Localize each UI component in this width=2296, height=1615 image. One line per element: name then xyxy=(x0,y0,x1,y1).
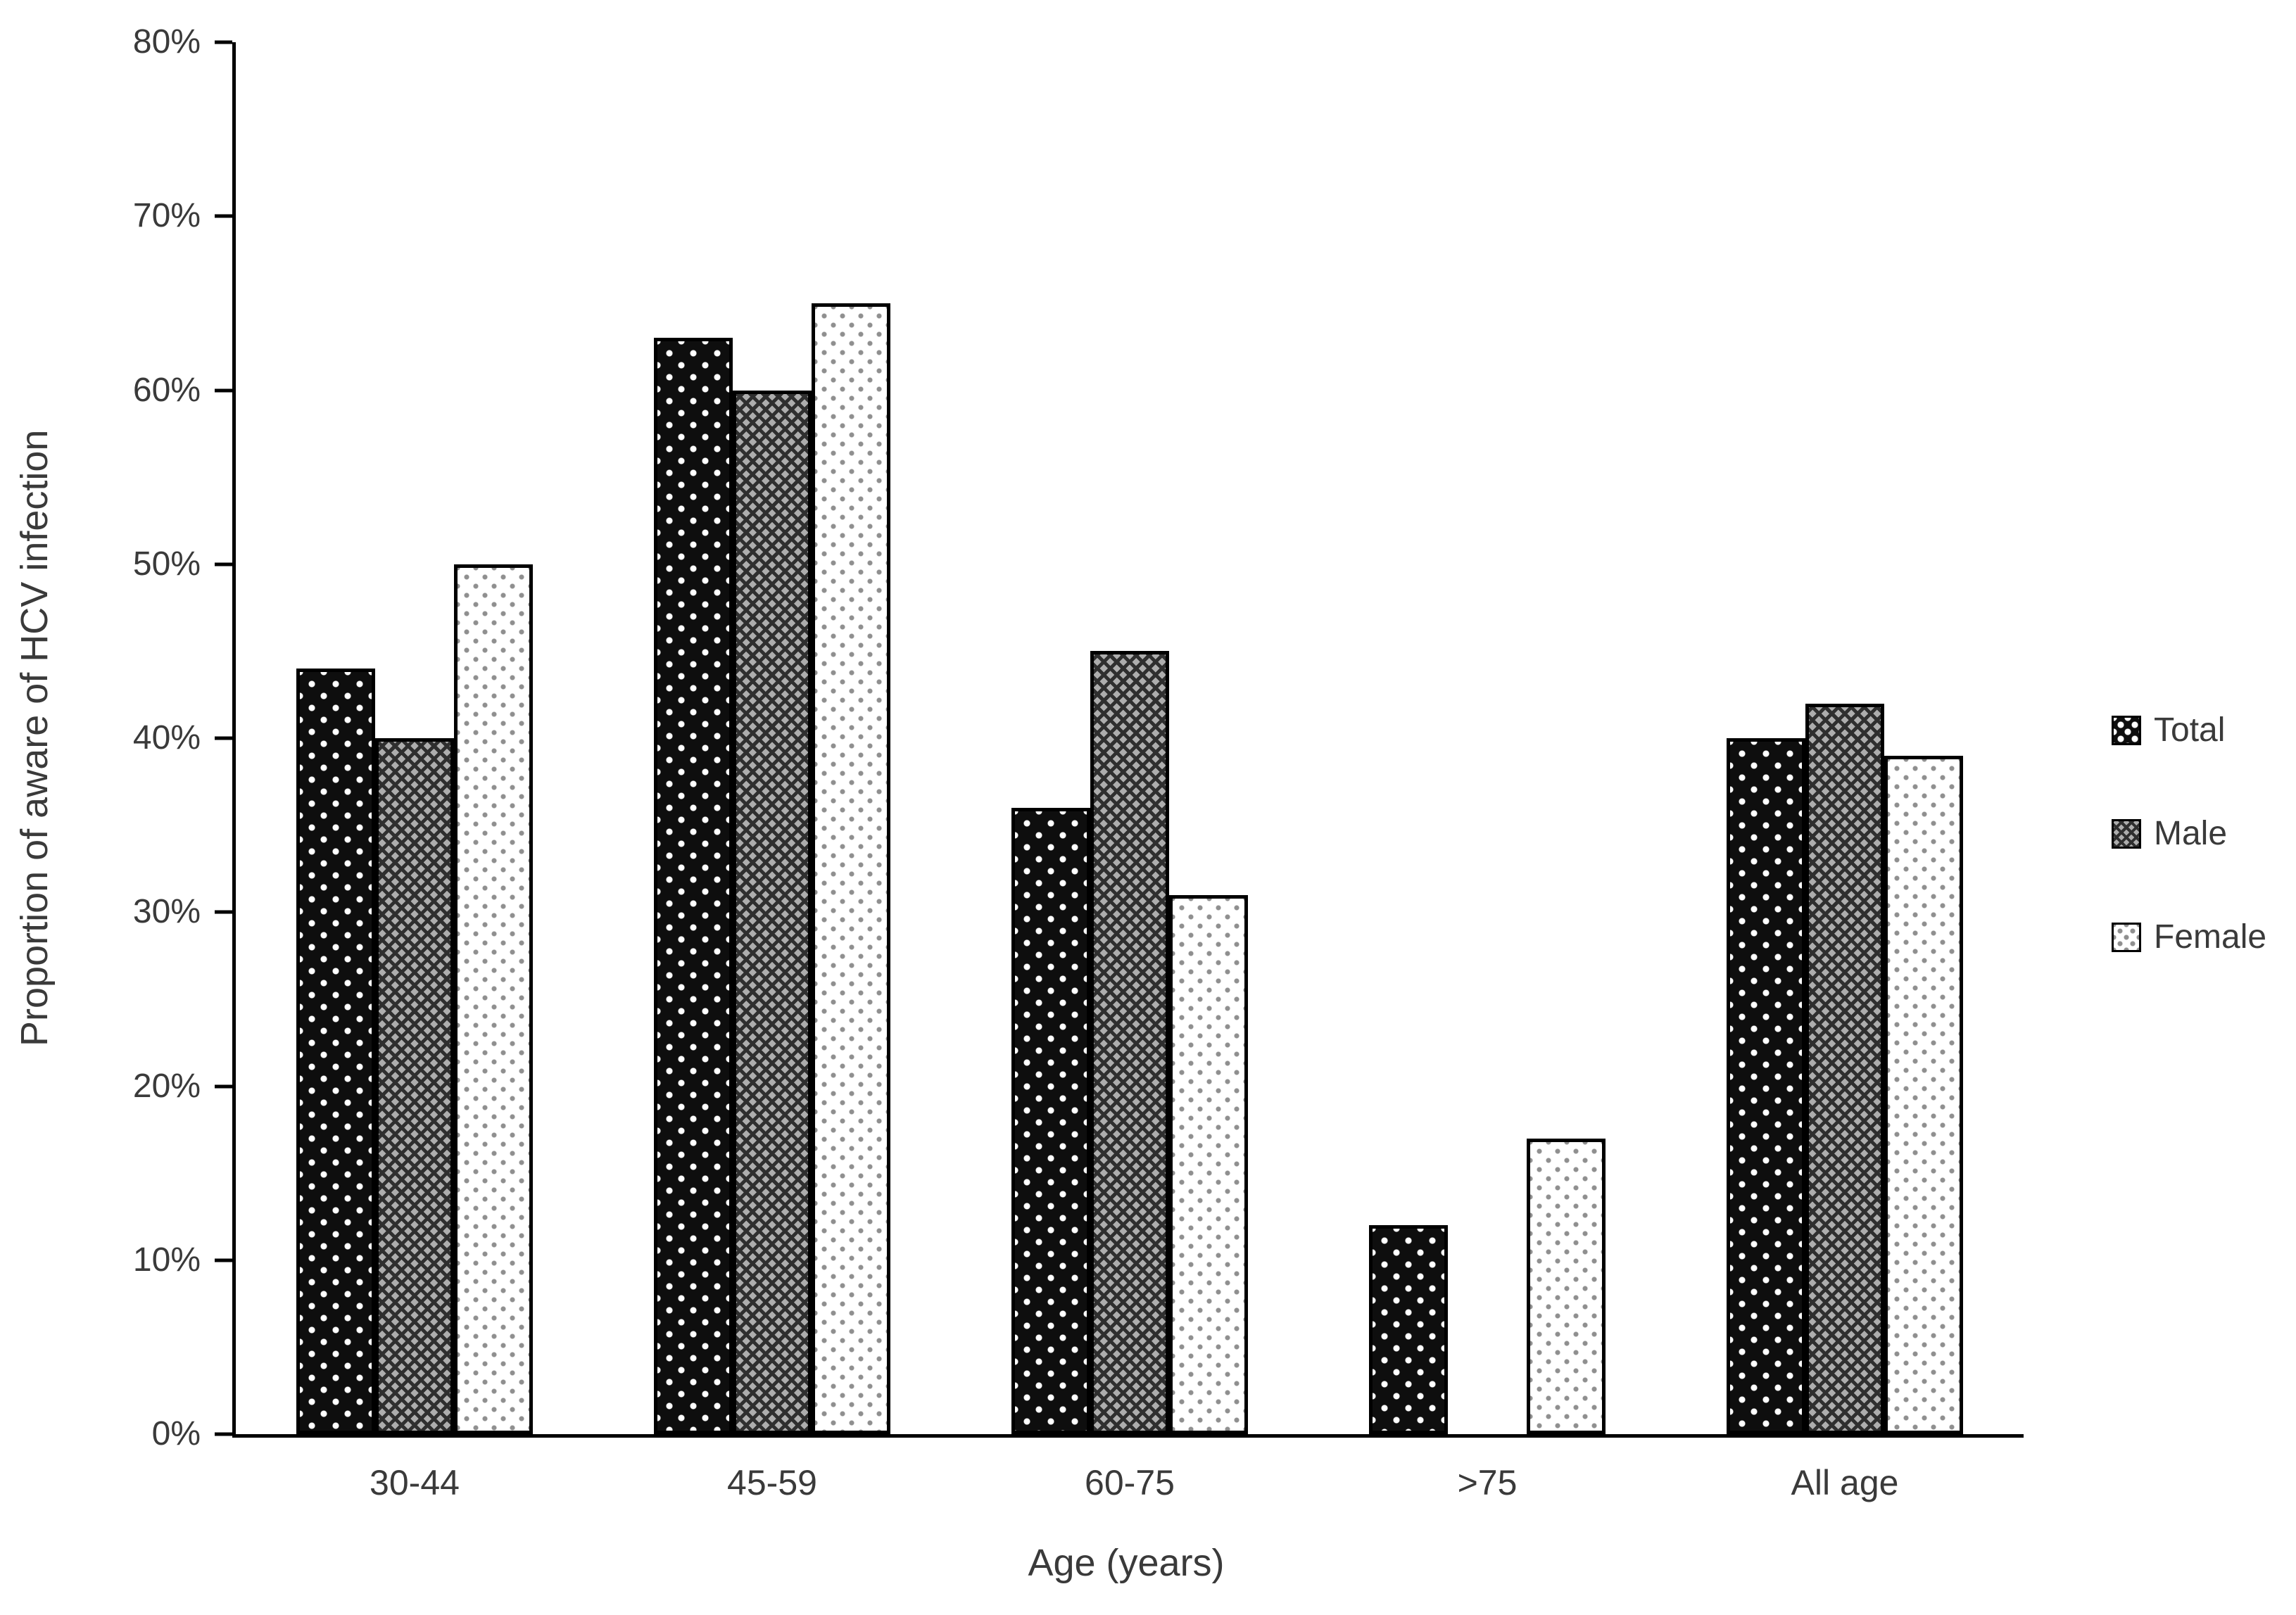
legend-item-female: Female xyxy=(2112,918,2266,956)
category-group: All age xyxy=(1666,42,2024,1502)
category-group: 45-59 xyxy=(593,42,951,1502)
category-group: 60-75 xyxy=(951,42,1308,1502)
y-tick-mark xyxy=(215,388,232,392)
legend-item-male: Male xyxy=(2112,814,2266,853)
y-tick-mark xyxy=(215,562,232,566)
bar-female xyxy=(812,303,890,1434)
y-tick-label: 0% xyxy=(151,1415,201,1452)
bar-groups: 30-44 45-59 60-75 >75 All age xyxy=(236,42,2024,1502)
x-category-label: All age xyxy=(1791,1463,1899,1502)
y-tick-label: 70% xyxy=(132,197,201,235)
legend-swatch-male xyxy=(2112,818,2141,849)
category-group: 30-44 xyxy=(236,42,593,1502)
bar-female xyxy=(1884,755,1963,1434)
y-tick-label: 80% xyxy=(132,23,201,61)
category-group: >75 xyxy=(1308,42,1666,1502)
bar-male xyxy=(375,738,454,1434)
y-tick-mark xyxy=(215,910,232,914)
bar-male xyxy=(1805,703,1884,1434)
bar-total xyxy=(1727,738,1805,1434)
legend-label-female: Female xyxy=(2154,918,2267,956)
legend: Total Male Female xyxy=(2112,711,2266,956)
y-tick-mark xyxy=(215,40,232,44)
y-tick-mark xyxy=(215,736,232,740)
y-axis-title: Proportion of aware of HCV infection xyxy=(13,429,56,1047)
y-tick-label: 40% xyxy=(132,719,201,756)
x-category-label: 45-59 xyxy=(727,1463,817,1502)
bar-total xyxy=(654,338,733,1434)
x-category-label: 60-75 xyxy=(1085,1463,1175,1502)
x-axis-title: Age (years) xyxy=(1028,1542,1225,1584)
bar-total xyxy=(1369,1225,1448,1434)
y-tick-label: 20% xyxy=(132,1067,201,1105)
bar-female xyxy=(454,564,533,1434)
bar-male xyxy=(733,390,812,1434)
plot-area: 0% 10% 20% 30% 40% 50% 60% 70% 80% 30-44 45-59 60-7… xyxy=(133,25,2024,1502)
legend-swatch-total xyxy=(2112,715,2141,745)
x-category-label: >75 xyxy=(1457,1463,1518,1502)
bar-total xyxy=(296,669,375,1434)
bar-female xyxy=(1169,894,1248,1434)
y-tick-mark xyxy=(215,1258,232,1262)
y-tick-label: 10% xyxy=(132,1241,201,1279)
y-tick-label: 60% xyxy=(132,371,201,409)
y-tick-label: 50% xyxy=(132,545,201,583)
y-tick-label: 30% xyxy=(132,893,201,931)
bar-male xyxy=(1090,651,1169,1434)
y-tick-mark xyxy=(215,1432,232,1436)
y-tick-mark xyxy=(215,1084,232,1088)
legend-label-total: Total xyxy=(2154,711,2226,749)
x-category-label: 30-44 xyxy=(370,1463,460,1502)
legend-swatch-female xyxy=(2112,922,2141,952)
legend-item-total: Total xyxy=(2112,711,2266,749)
y-tick-mark xyxy=(215,214,232,218)
bar-female xyxy=(1527,1138,1606,1434)
bar-total xyxy=(1011,807,1090,1434)
legend-label-male: Male xyxy=(2154,815,2228,852)
